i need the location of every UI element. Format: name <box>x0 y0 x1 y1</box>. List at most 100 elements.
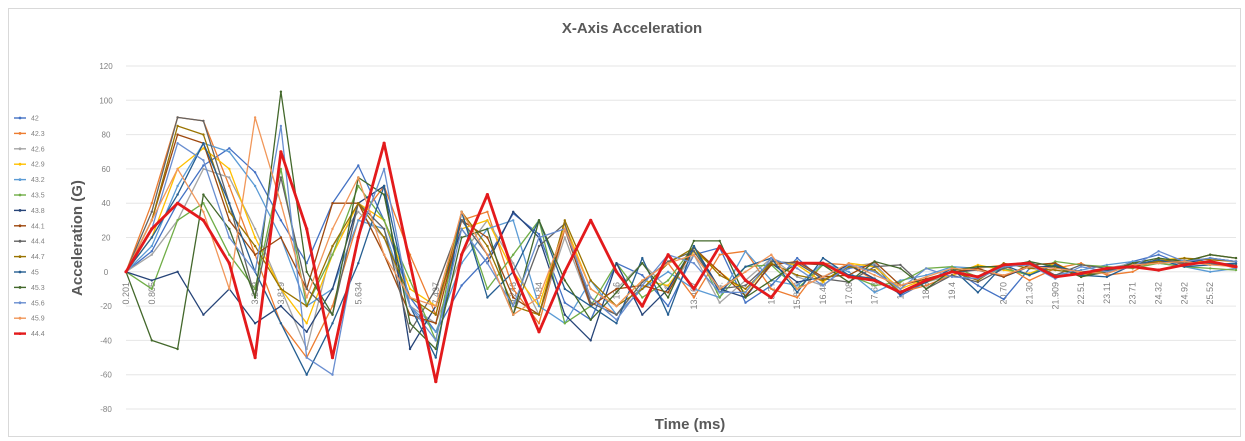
data-point <box>176 347 179 351</box>
legend-marker <box>18 116 22 120</box>
data-point <box>563 301 566 304</box>
data-point <box>202 159 205 162</box>
data-point <box>744 270 747 273</box>
data-point <box>408 304 412 308</box>
data-point <box>408 313 412 316</box>
data-point <box>899 280 902 284</box>
data-point <box>150 244 153 248</box>
legend-marker <box>18 286 22 289</box>
data-point <box>331 253 334 256</box>
data-point <box>1054 260 1057 263</box>
data-point <box>512 296 515 299</box>
data-point <box>305 356 308 359</box>
data-point <box>382 219 386 222</box>
legend-label: 44.7 <box>31 254 45 261</box>
data-point <box>1079 271 1083 276</box>
data-point <box>1002 274 1005 277</box>
data-point <box>718 253 721 256</box>
data-point <box>202 147 205 150</box>
data-point <box>331 304 334 308</box>
data-point <box>847 262 850 265</box>
data-point <box>305 322 308 325</box>
y-tick-label: 40 <box>102 199 111 208</box>
data-point <box>305 227 309 231</box>
data-point <box>1105 270 1109 273</box>
x-tick-label: 18.2 <box>895 282 905 300</box>
data-point <box>1182 263 1186 267</box>
series-line <box>125 142 1237 376</box>
data-point <box>176 184 179 188</box>
data-point <box>331 244 334 248</box>
data-point <box>434 330 437 333</box>
series-line <box>125 116 1237 316</box>
data-point <box>279 236 283 239</box>
data-point <box>460 236 463 239</box>
data-point <box>976 275 980 279</box>
data-point <box>150 219 153 222</box>
x-tick-label: 21.30 <box>1024 282 1034 305</box>
data-point <box>796 256 799 260</box>
data-point <box>744 250 747 253</box>
x-tick-label: 19.4 <box>947 282 957 300</box>
data-point <box>1105 266 1109 270</box>
data-point <box>356 235 360 240</box>
data-point <box>202 133 205 136</box>
data-point <box>1131 260 1134 263</box>
data-point <box>537 219 541 222</box>
data-point <box>770 256 773 260</box>
x-tick-label: 23.71 <box>1128 282 1138 305</box>
data-point <box>950 274 954 277</box>
data-point <box>821 280 825 284</box>
legend-marker <box>18 178 22 182</box>
data-point <box>434 356 437 359</box>
data-point <box>331 373 334 376</box>
data-point <box>1002 268 1005 272</box>
data-point <box>666 291 670 294</box>
data-point <box>202 313 205 316</box>
data-point <box>641 313 644 316</box>
data-point <box>253 116 257 119</box>
data-point <box>692 262 696 265</box>
data-point <box>1157 268 1161 272</box>
data-point <box>331 313 334 316</box>
data-point <box>253 253 257 256</box>
data-point <box>279 124 283 128</box>
data-point <box>253 244 257 248</box>
data-point <box>615 313 618 316</box>
data-point <box>202 142 205 145</box>
data-point <box>460 219 463 222</box>
data-point <box>357 202 360 205</box>
x-tick-label: 21.909 <box>1050 282 1060 310</box>
y-tick-label: 20 <box>102 234 111 243</box>
data-point <box>434 322 437 325</box>
data-point <box>460 210 463 213</box>
data-point <box>641 262 644 265</box>
data-point <box>615 322 618 325</box>
data-point <box>666 304 670 308</box>
data-point <box>1209 253 1212 256</box>
data-point <box>331 227 334 231</box>
data-point <box>408 322 412 325</box>
data-point <box>434 287 437 291</box>
data-point <box>202 210 205 213</box>
data-point <box>1079 265 1083 268</box>
data-point <box>511 270 515 274</box>
data-point <box>202 119 205 123</box>
data-point <box>589 296 592 299</box>
legend-label: 44.4 <box>31 331 45 338</box>
data-point <box>279 219 283 222</box>
data-point <box>1209 263 1212 267</box>
data-point <box>821 277 825 280</box>
data-point <box>615 291 618 294</box>
data-point <box>1054 267 1057 270</box>
data-point <box>279 304 283 308</box>
data-point <box>279 176 283 179</box>
data-point <box>357 164 360 167</box>
data-point <box>744 291 747 294</box>
data-point <box>486 210 489 213</box>
data-point <box>176 116 179 119</box>
data-point <box>176 167 179 171</box>
series-line <box>125 116 1237 333</box>
data-point <box>201 218 205 222</box>
data-point <box>228 184 231 188</box>
